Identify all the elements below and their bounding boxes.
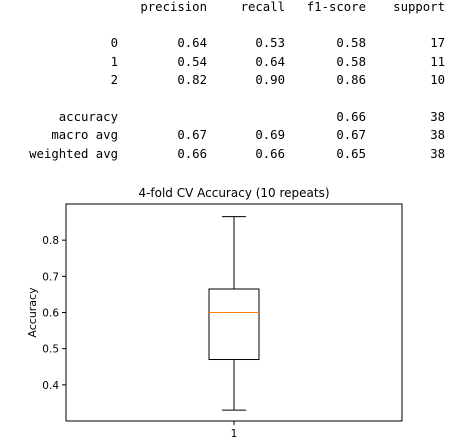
row-label: 1 <box>110 55 118 69</box>
cell-support: 38 <box>430 110 445 124</box>
cell-f1: 0.86 <box>336 73 366 87</box>
cell-support: 17 <box>430 36 445 50</box>
cell-precision: 0.82 <box>177 73 207 87</box>
y-tick-label: 0.4 <box>42 380 59 392</box>
cell-f1: 0.58 <box>336 36 366 50</box>
cell-f1: 0.67 <box>336 128 366 142</box>
y-tick-label: 0.5 <box>42 344 59 356</box>
classification-report: precision recall f1-score support 0 0.64 0.53 0… <box>0 0 459 175</box>
cell-precision: 0.66 <box>177 147 207 161</box>
cell-support: 10 <box>430 73 445 87</box>
y-axis-label: Accuracy <box>26 287 39 338</box>
header-recall: recall <box>240 0 285 14</box>
header-f1-score: f1-score <box>306 0 366 14</box>
cell-recall: 0.90 <box>255 73 285 87</box>
y-tick-label: 0.7 <box>42 271 59 283</box>
cell-support: 38 <box>430 147 445 161</box>
y-tick-label: 0.6 <box>42 308 59 320</box>
iqr-box <box>208 288 260 361</box>
row-label: accuracy <box>58 110 118 124</box>
y-tick-label: 0.8 <box>42 235 59 247</box>
cell-support: 11 <box>430 55 445 69</box>
cell-f1: 0.58 <box>336 55 366 69</box>
cell-recall: 0.53 <box>255 36 285 50</box>
cell-support: 38 <box>430 128 445 142</box>
cell-precision: 0.67 <box>177 128 207 142</box>
cell-f1: 0.66 <box>336 110 366 124</box>
cell-recall: 0.66 <box>255 147 285 161</box>
cell-precision: 0.54 <box>177 55 207 69</box>
chart-title: 4-fold CV Accuracy (10 repeats) <box>138 186 329 200</box>
cell-precision: 0.64 <box>177 36 207 50</box>
row-label: 0 <box>110 36 118 50</box>
cell-f1: 0.65 <box>336 147 366 161</box>
row-label: weighted avg <box>29 147 118 161</box>
row-label: macro avg <box>51 128 118 142</box>
header-precision: precision <box>140 0 207 14</box>
x-tick-label: 1 <box>231 428 238 440</box>
header-support: support <box>393 0 445 14</box>
row-label: 2 <box>110 73 118 87</box>
boxplot-chart: 4-fold CV Accuracy (10 repeats)Accuracy0… <box>26 186 403 440</box>
cell-recall: 0.64 <box>255 55 285 69</box>
cell-recall: 0.69 <box>255 128 285 142</box>
